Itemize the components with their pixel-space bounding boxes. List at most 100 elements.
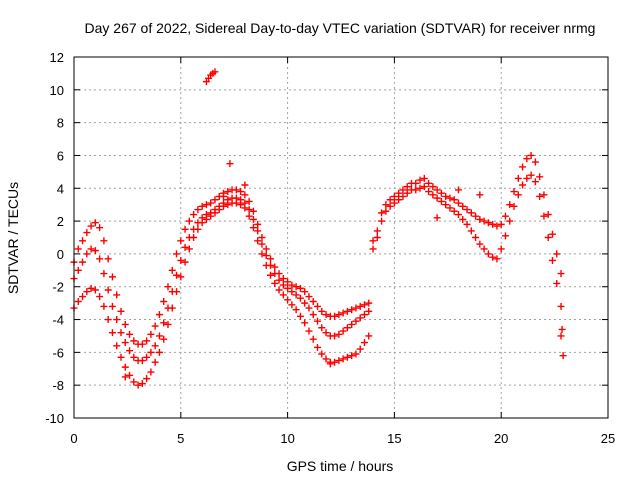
data-point xyxy=(369,245,377,253)
data-point xyxy=(463,220,471,228)
data-point xyxy=(108,329,116,337)
data-point xyxy=(557,270,565,278)
data-point xyxy=(360,301,368,309)
x-tick-label: 5 xyxy=(177,431,184,446)
data-point xyxy=(365,299,373,307)
data-point xyxy=(309,297,317,305)
data-point xyxy=(437,197,445,205)
data-point xyxy=(288,301,296,309)
data-point xyxy=(177,273,185,281)
data-point xyxy=(134,381,142,389)
series-track-c xyxy=(70,199,373,389)
data-point xyxy=(352,317,360,325)
data-point xyxy=(365,307,373,315)
data-point xyxy=(181,243,189,251)
data-point xyxy=(450,196,458,204)
data-point xyxy=(531,178,539,186)
data-point xyxy=(117,307,125,315)
data-point xyxy=(100,237,108,245)
data-point xyxy=(288,281,296,289)
grid-layer xyxy=(74,57,608,418)
data-point xyxy=(540,212,548,220)
y-tick-label: 4 xyxy=(57,181,64,196)
data-point xyxy=(100,302,108,310)
data-point xyxy=(514,174,522,182)
data-point xyxy=(104,255,112,263)
data-point xyxy=(202,201,210,209)
data-point xyxy=(442,192,450,200)
data-point xyxy=(386,196,394,204)
data-points-layer xyxy=(70,68,567,389)
data-point xyxy=(433,194,441,202)
data-point xyxy=(108,273,116,281)
data-point xyxy=(467,227,475,235)
data-point xyxy=(314,343,322,351)
data-point xyxy=(331,358,339,366)
data-point xyxy=(121,363,129,371)
data-point xyxy=(177,256,185,264)
data-point xyxy=(399,186,407,194)
data-point xyxy=(416,176,424,184)
data-point xyxy=(467,209,475,217)
data-point xyxy=(151,322,159,330)
data-point xyxy=(138,340,146,348)
data-point xyxy=(147,330,155,338)
data-point xyxy=(143,353,151,361)
data-point xyxy=(558,325,566,333)
data-point xyxy=(519,181,527,189)
data-point xyxy=(164,320,172,328)
data-point xyxy=(433,214,441,222)
data-point xyxy=(343,324,351,332)
data-point xyxy=(262,252,270,260)
data-point xyxy=(155,348,163,356)
data-point xyxy=(254,237,262,245)
data-point xyxy=(331,312,339,320)
data-point xyxy=(190,234,198,241)
data-point xyxy=(476,240,484,248)
data-point xyxy=(331,332,339,340)
data-point xyxy=(126,347,134,355)
data-point xyxy=(211,196,219,204)
data-point xyxy=(536,192,544,200)
data-point xyxy=(356,302,364,310)
data-point xyxy=(506,201,514,209)
data-point xyxy=(258,250,266,258)
data-point xyxy=(83,229,91,237)
data-point xyxy=(160,319,168,327)
x-tick-label: 15 xyxy=(387,431,401,446)
y-tick-label: -10 xyxy=(45,411,64,426)
data-point xyxy=(510,188,518,196)
ticks-layer: 0 5 10 15 20 25 -10 -8 -6 -4 -2 0 2 4 6 8 10 12 xyxy=(45,50,615,446)
data-point xyxy=(450,207,458,215)
data-point xyxy=(262,245,270,253)
data-point xyxy=(386,202,394,210)
data-point xyxy=(360,311,368,319)
data-point xyxy=(100,270,108,278)
data-point xyxy=(356,345,364,353)
data-point xyxy=(382,207,390,215)
data-point xyxy=(454,211,462,219)
data-point xyxy=(185,217,193,225)
data-point xyxy=(87,284,95,292)
data-point xyxy=(416,184,424,192)
data-point xyxy=(296,312,304,320)
data-point xyxy=(335,311,343,319)
data-point xyxy=(557,302,565,310)
data-point xyxy=(322,311,330,319)
data-point xyxy=(267,255,275,263)
data-point xyxy=(91,219,99,227)
data-point xyxy=(501,212,509,220)
data-point xyxy=(288,288,296,296)
y-tick-label: -4 xyxy=(52,313,64,328)
data-point xyxy=(237,188,245,196)
data-point xyxy=(544,211,552,219)
data-point xyxy=(301,288,309,296)
data-point xyxy=(96,293,104,301)
series-isolated-points xyxy=(121,68,567,381)
data-point xyxy=(271,263,279,271)
data-point xyxy=(309,311,317,319)
data-point xyxy=(271,270,279,278)
data-point xyxy=(87,245,95,253)
x-axis-label: GPS time / hours xyxy=(287,458,394,474)
